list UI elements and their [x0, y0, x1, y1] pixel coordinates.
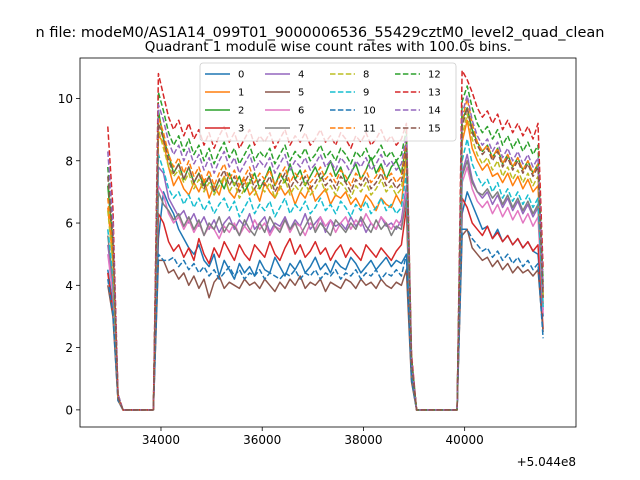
suptitle: n file: modeM0/AS1A14_099T01_9000006536_… [36, 25, 605, 41]
legend-label-0: 0 [238, 70, 244, 81]
series-line-12 [107, 85, 544, 411]
legend-label-11: 11 [363, 124, 376, 135]
series-layer [107, 69, 544, 411]
legend-label-3: 3 [238, 124, 244, 135]
y-axis: 0 2 4 6 8 10 [58, 92, 80, 417]
y-tick-label: 4 [65, 279, 73, 293]
x-tick-label: 40000 [446, 433, 484, 447]
series-line-6 [107, 166, 544, 411]
legend-label-10: 10 [363, 106, 376, 117]
legend-label-5: 5 [298, 88, 304, 99]
y-tick-label: 6 [65, 217, 73, 231]
series-line-15 [107, 107, 544, 411]
y-tick-label: 2 [65, 341, 73, 355]
legend-label-1: 1 [238, 88, 244, 99]
legend-label-13: 13 [428, 88, 441, 99]
y-tick-label: 10 [58, 92, 73, 106]
series-line-9 [107, 138, 544, 411]
legend-label-7: 7 [298, 124, 304, 135]
legend-label-9: 9 [363, 88, 369, 99]
x-tick-label: 34000 [142, 433, 180, 447]
legend-label-14: 14 [428, 106, 441, 117]
series-line-7 [107, 160, 544, 411]
legend-label-12: 12 [428, 70, 441, 81]
legend-label-6: 6 [298, 106, 304, 117]
x-offset-label: +5.044e8 [517, 455, 576, 469]
series-line-8 [107, 113, 544, 411]
series-line-0 [107, 191, 544, 411]
legend-label-4: 4 [298, 70, 304, 81]
axes-frame [79, 57, 577, 428]
series-line-10 [107, 228, 544, 411]
x-tick-label: 38000 [344, 433, 382, 447]
y-tick-label: 0 [65, 403, 73, 417]
series-line-4 [107, 153, 544, 411]
x-axis: 34000 36000 38000 40000 [142, 427, 484, 447]
series-line-3 [107, 197, 544, 411]
legend-label-8: 8 [363, 70, 369, 81]
series-line-13 [107, 69, 544, 411]
legend-label-15: 15 [428, 124, 441, 135]
series-line-11 [107, 97, 544, 411]
legend-frame [199, 62, 457, 142]
series-line-1 [107, 119, 544, 411]
series-line-5 [107, 228, 544, 411]
y-tick-label: 8 [65, 154, 73, 168]
legend-label-2: 2 [238, 106, 244, 117]
chart-title: Quadrant 1 module wise count rates with … [145, 39, 511, 55]
x-tick-label: 36000 [243, 433, 281, 447]
